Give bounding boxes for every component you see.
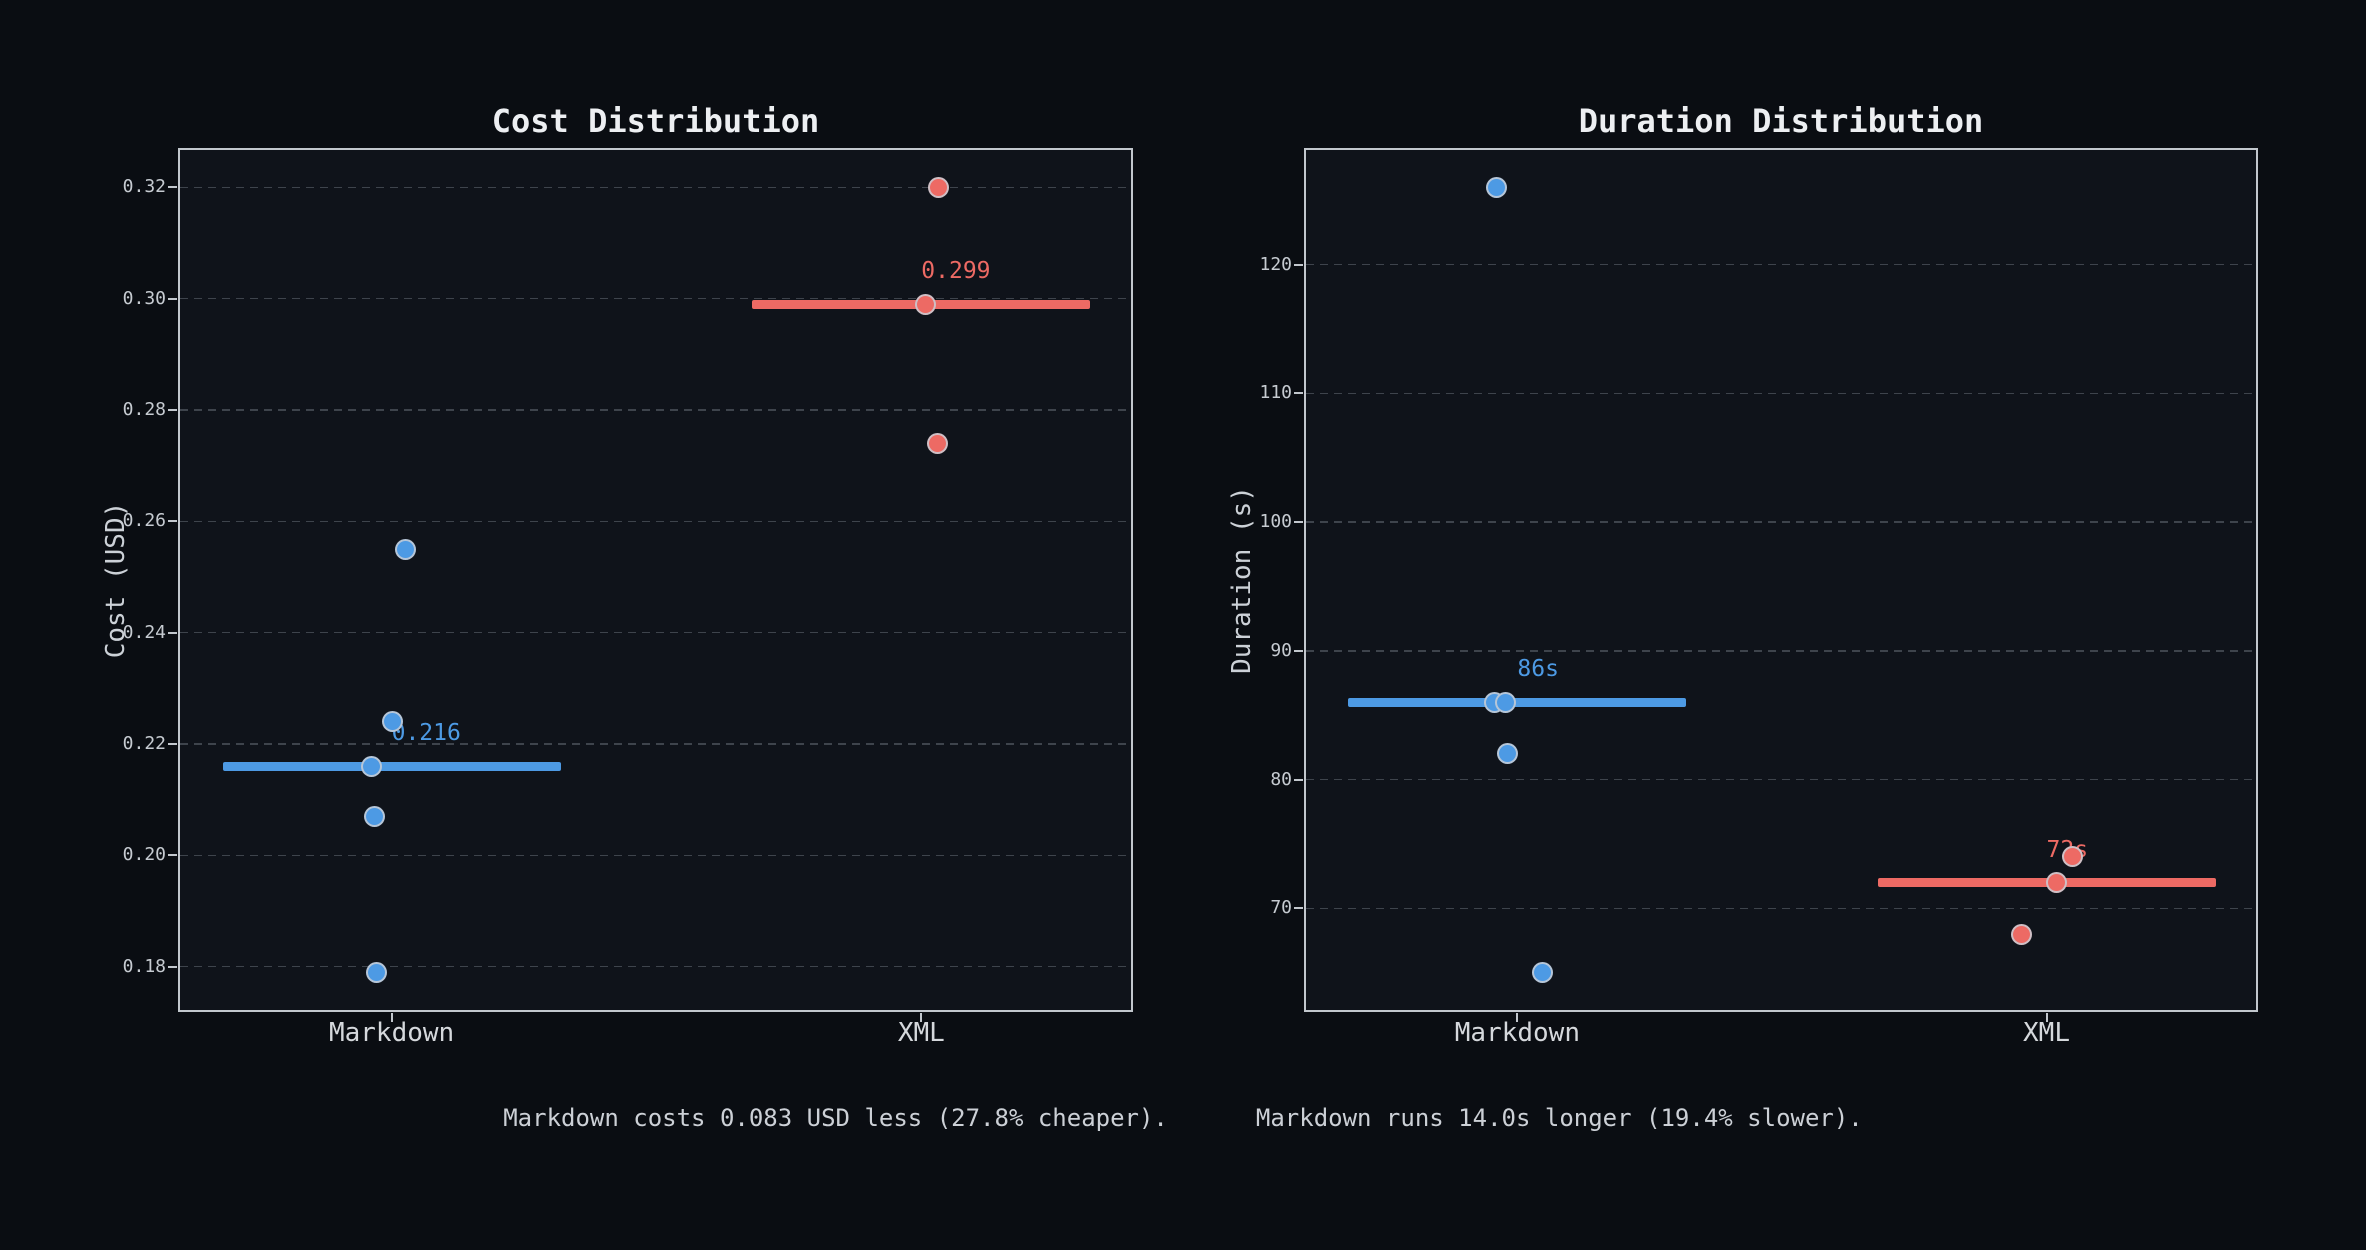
data-point <box>2062 846 2084 868</box>
median-value-label: 0.299 <box>921 258 991 285</box>
y-tick-mark <box>1294 521 1303 524</box>
x-tick-mark <box>1516 1013 1519 1022</box>
y-tick-label: 0.32 <box>122 176 166 198</box>
y-gridline <box>180 631 1131 634</box>
y-gridline <box>180 409 1131 411</box>
data-point <box>2011 923 2033 945</box>
data-point <box>1531 962 1553 984</box>
y-gridline <box>180 743 1131 745</box>
median-value-label: 0.216 <box>391 720 461 747</box>
y-tick-label: 0.30 <box>122 287 166 309</box>
cost-distribution-chart: Cost Distribution Cost (USD) 0.18 0.20 0.2… <box>101 102 1133 1048</box>
y-tick-mark <box>168 408 177 411</box>
summary-footer: Markdown costs 0.083 USD less (27.8% che… <box>0 1104 2366 1132</box>
x-tick-label: XML <box>2023 1018 2070 1048</box>
y-tick-label: 0.20 <box>122 844 166 866</box>
y-tick-label: 0.26 <box>122 510 166 532</box>
duration-summary-text: Markdown runs 14.0s longer (19.4% slower… <box>1255 1104 1863 1132</box>
chart-title: Cost Distribution <box>491 102 820 140</box>
y-tick-mark <box>1294 392 1303 395</box>
y-gridline <box>1306 778 2256 781</box>
y-tick-label: 90 <box>1270 639 1292 661</box>
y-tick-label: 120 <box>1259 253 1292 275</box>
x-tick-label: Markdown <box>328 1018 455 1048</box>
y-gridline <box>180 520 1131 523</box>
median-value-label: 86s <box>1517 656 1559 683</box>
y-gridline <box>1306 650 2256 652</box>
median-line <box>1348 697 1687 707</box>
y-tick-mark <box>168 186 177 189</box>
data-point <box>927 176 949 198</box>
y-tick-label: 0.24 <box>122 621 166 643</box>
y-gridline <box>180 965 1131 968</box>
x-tick-mark <box>2045 1013 2048 1022</box>
y-tick-mark <box>1294 649 1303 652</box>
data-point <box>2046 872 2068 894</box>
y-tick-mark <box>168 631 177 634</box>
y-tick-mark <box>168 520 177 523</box>
y-tick-label: 110 <box>1259 382 1292 404</box>
data-point <box>1496 743 1518 765</box>
data-point <box>366 961 388 983</box>
data-point <box>364 805 386 827</box>
median-line <box>222 761 561 771</box>
y-tick-mark <box>1294 778 1303 781</box>
y-gridline <box>1306 521 2256 523</box>
y-gridline <box>1306 907 2256 910</box>
x-tick-mark <box>920 1013 923 1022</box>
y-tick-mark <box>168 297 177 300</box>
y-tick-label: 80 <box>1270 768 1292 790</box>
y-gridline <box>180 854 1131 856</box>
data-point <box>1485 176 1507 198</box>
y-gridline <box>1306 392 2256 395</box>
data-point <box>361 755 383 777</box>
y-gridline <box>1306 263 2256 266</box>
y-tick-mark <box>168 742 177 745</box>
y-tick-label: 100 <box>1259 511 1292 533</box>
cost-summary-text: Markdown costs 0.083 USD less (27.8% che… <box>503 1104 1168 1132</box>
duration-distribution-chart: Duration Distribution Duration (s) 70 80 9… <box>1227 102 2258 1048</box>
data-point <box>926 432 948 454</box>
data-point <box>382 711 404 733</box>
y-axis-label: Duration (s) <box>1227 486 1257 674</box>
y-tick-label: 0.18 <box>122 955 166 977</box>
y-gridline <box>180 297 1131 300</box>
plot-area: 708090100110120MarkdownXML86s72s <box>1259 148 2258 1048</box>
data-point <box>395 538 417 560</box>
y-tick-mark <box>168 965 177 968</box>
x-tick-label: Markdown <box>1454 1018 1580 1048</box>
y-tick-mark <box>1294 907 1303 910</box>
chart-title: Duration Distribution <box>1578 102 1984 140</box>
y-tick-label: 70 <box>1270 897 1292 919</box>
y-gridline <box>180 186 1131 189</box>
y-tick-label: 0.22 <box>122 732 166 754</box>
y-tick-mark <box>1294 263 1303 266</box>
y-tick-mark <box>168 854 177 857</box>
x-tick-label: XML <box>897 1018 945 1048</box>
data-point <box>1494 691 1516 713</box>
data-point <box>914 293 936 315</box>
y-tick-label: 0.28 <box>122 398 166 420</box>
x-tick-mark <box>390 1013 393 1022</box>
plot-area: 0.18 0.20 0.22 0.24 0.26 0.28 0.30 0.32 Markdown… <box>123 148 1133 1048</box>
